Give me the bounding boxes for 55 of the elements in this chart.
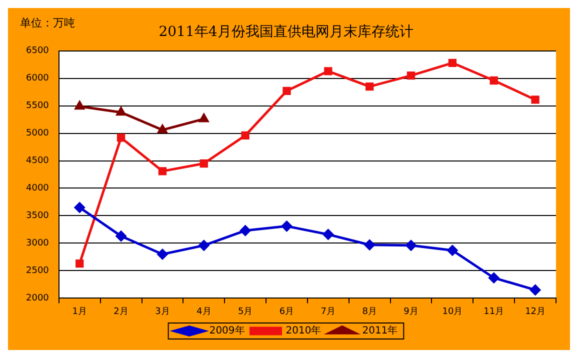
point bbox=[322, 229, 334, 240]
y-tick-label: 6000 bbox=[26, 74, 50, 84]
point bbox=[116, 134, 126, 142]
point bbox=[531, 96, 540, 104]
point bbox=[366, 82, 374, 91]
x-tick-label: 12月 bbox=[525, 306, 546, 317]
point bbox=[76, 259, 84, 268]
point bbox=[447, 245, 458, 256]
point bbox=[241, 131, 250, 140]
y-tick-label: 2500 bbox=[26, 266, 50, 276]
point bbox=[488, 272, 500, 284]
y-tick-label: 3000 bbox=[26, 238, 50, 249]
x-tick-label: 10月 bbox=[442, 306, 463, 317]
point bbox=[74, 101, 84, 110]
x-tick-label: 11月 bbox=[484, 306, 504, 317]
x-tick-label: 3月 bbox=[155, 306, 170, 317]
y-tick-label: 5000 bbox=[26, 128, 50, 139]
x-tick-label: 6月 bbox=[279, 306, 294, 317]
y-tick-label: 2000 bbox=[26, 294, 50, 304]
x-tick-label: 8月 bbox=[362, 306, 377, 317]
y-tick-label: 5500 bbox=[26, 101, 50, 112]
point bbox=[158, 167, 167, 176]
point bbox=[406, 240, 416, 251]
y-tick-label: 4500 bbox=[26, 156, 50, 166]
point bbox=[530, 284, 541, 296]
x-tick-label: 1月 bbox=[72, 306, 87, 317]
point bbox=[240, 225, 251, 236]
legend-label: 2009年 bbox=[209, 324, 245, 337]
point bbox=[364, 240, 375, 250]
point bbox=[198, 240, 210, 251]
point bbox=[116, 107, 126, 116]
x-tick-label: 9月 bbox=[404, 306, 418, 317]
y-tick-label: 3500 bbox=[26, 211, 50, 222]
point bbox=[282, 86, 291, 96]
text: 单位：万吨 bbox=[20, 16, 75, 30]
point bbox=[158, 124, 168, 134]
x-tick-label: 4月 bbox=[196, 306, 212, 317]
point bbox=[324, 67, 332, 76]
point bbox=[200, 159, 208, 168]
x-tick-label: 2月 bbox=[114, 306, 128, 317]
x-tick-label: 7月 bbox=[320, 306, 336, 317]
x-tick-label: 5月 bbox=[238, 306, 253, 317]
point bbox=[490, 76, 498, 85]
y-tick-label: 6500 bbox=[26, 46, 50, 56]
point bbox=[199, 114, 209, 122]
point bbox=[116, 230, 126, 242]
point bbox=[74, 202, 85, 213]
point bbox=[448, 58, 457, 67]
legend-label: 2011年 bbox=[362, 324, 398, 337]
point bbox=[281, 220, 292, 232]
legend-label: 2010年 bbox=[286, 324, 322, 337]
chart-title: 2011年4月份我国直供电网月末库存统计 bbox=[158, 24, 414, 40]
point bbox=[157, 248, 168, 260]
point bbox=[406, 71, 416, 80]
y-tick-label: 4000 bbox=[26, 184, 50, 194]
